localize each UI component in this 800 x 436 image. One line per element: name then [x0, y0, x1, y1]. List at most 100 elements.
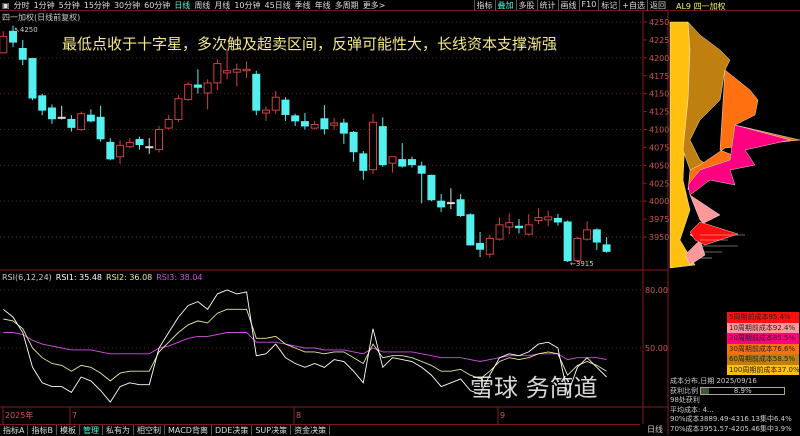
candle-body[interactable]: [534, 217, 543, 222]
candle-body[interactable]: [602, 244, 611, 252]
candle-body[interactable]: [184, 83, 193, 100]
candle-body[interactable]: [378, 126, 387, 166]
candle-body[interactable]: [135, 139, 144, 146]
candle-body[interactable]: [203, 82, 212, 94]
candle-body[interactable]: [291, 115, 300, 122]
candle-body[interactable]: [9, 30, 18, 43]
candle-body[interactable]: [524, 224, 533, 235]
candle-body[interactable]: [18, 48, 27, 60]
candle-body[interactable]: [252, 73, 261, 111]
candle-body[interactable]: [281, 99, 290, 115]
rsi-name[interactable]: RSI(6,12,24): [2, 273, 52, 282]
candle-body[interactable]: [476, 242, 485, 250]
candle-body[interactable]: [339, 122, 348, 134]
candle-body[interactable]: [164, 118, 173, 129]
indicator-tab[interactable]: 相空制: [134, 425, 165, 435]
period-tab[interactable]: 月线: [214, 0, 231, 10]
period-tab[interactable]: 30分钟: [113, 0, 141, 10]
candle-body[interactable]: [193, 84, 202, 88]
period-tab[interactable]: 1分钟: [33, 0, 55, 10]
candle-body[interactable]: [583, 229, 592, 240]
toolbar-button[interactable]: 标记: [598, 0, 619, 11]
candle-body[interactable]: [125, 141, 134, 148]
candle-body[interactable]: [223, 70, 232, 74]
toolbar-button[interactable]: 叠加: [494, 0, 516, 11]
candle-body[interactable]: [388, 156, 397, 164]
period-tab[interactable]: 季线: [294, 0, 311, 10]
candle-body[interactable]: [330, 122, 339, 126]
period-tab[interactable]: 年线: [314, 0, 331, 10]
indicator-tab[interactable]: 模板: [57, 425, 80, 435]
period-tab[interactable]: 更多>: [362, 0, 386, 10]
toolbar-button[interactable]: +自选: [619, 0, 647, 11]
candle-body[interactable]: [213, 63, 222, 84]
candle-body[interactable]: [145, 146, 154, 149]
candle-body[interactable]: [242, 68, 251, 72]
toolbar-button[interactable]: F10: [578, 0, 599, 11]
candle-body[interactable]: [232, 68, 241, 73]
candle-body[interactable]: [553, 217, 562, 223]
indicator-tab[interactable]: 私有为: [103, 425, 134, 435]
candle-body[interactable]: [0, 35, 8, 54]
candle-body[interactable]: [437, 200, 446, 208]
indicator-tab[interactable]: MACD背离: [165, 425, 212, 435]
candle-body[interactable]: [398, 159, 407, 167]
candle-body[interactable]: [417, 165, 426, 174]
candle-body[interactable]: [47, 107, 56, 120]
indicator-tab[interactable]: SUP决策: [252, 425, 292, 435]
candle-body[interactable]: [573, 237, 582, 262]
candle-body[interactable]: [495, 224, 504, 240]
indicator-tab[interactable]: 资金决策: [291, 425, 331, 435]
period-tab[interactable]: 日线: [174, 0, 191, 10]
period-tab[interactable]: 多周期: [334, 0, 359, 10]
candle-body[interactable]: [67, 118, 76, 128]
candle-body[interactable]: [563, 221, 572, 262]
candle-body[interactable]: [77, 113, 86, 131]
indicator-tab[interactable]: 指标A: [0, 425, 29, 435]
candle-body[interactable]: [544, 216, 553, 221]
candle-body[interactable]: [407, 159, 416, 166]
toolbar-button[interactable]: 统计: [536, 0, 558, 11]
candle-body[interactable]: [271, 96, 280, 111]
candle-body[interactable]: [106, 141, 115, 160]
period-tab[interactable]: 周线: [194, 0, 211, 10]
period-tab[interactable]: 45日线: [264, 0, 291, 10]
candle-body[interactable]: [310, 123, 319, 129]
period-tab[interactable]: 分时: [13, 0, 30, 10]
indicator-tab[interactable]: DDE决策: [212, 425, 253, 435]
candle-body[interactable]: [154, 129, 163, 151]
toolbar-button[interactable]: 指标: [473, 0, 495, 11]
toolbar-button[interactable]: 画线: [557, 0, 579, 11]
candle-body[interactable]: [300, 121, 309, 127]
candle-body[interactable]: [57, 116, 66, 119]
candle-body[interactable]: [485, 237, 494, 255]
chart-title[interactable]: 四一加权(日线前复权): [2, 13, 81, 22]
window-menu-icon[interactable]: ▣: [2, 0, 10, 10]
toolbar-button[interactable]: 多股: [515, 0, 537, 11]
candle-body[interactable]: [427, 174, 436, 201]
candle-body[interactable]: [38, 95, 47, 111]
period-tab[interactable]: 10分钟: [234, 0, 261, 10]
candle-body[interactable]: [359, 153, 368, 171]
toolbar-button[interactable]: 返回: [647, 0, 668, 11]
candle-body[interactable]: [369, 121, 378, 171]
candle-body[interactable]: [349, 131, 358, 153]
period-tab[interactable]: 15分钟: [83, 0, 110, 10]
period-tab[interactable]: 60分钟: [144, 0, 171, 10]
candle-body[interactable]: [505, 222, 514, 228]
indicator-tab[interactable]: 指标B: [28, 425, 57, 435]
candle-body[interactable]: [86, 114, 95, 122]
candle-body[interactable]: [320, 118, 329, 130]
candle-body[interactable]: [446, 202, 455, 205]
candle-body[interactable]: [96, 116, 105, 140]
candle-body[interactable]: [174, 98, 183, 120]
period-tab[interactable]: 5分钟: [58, 0, 80, 10]
candle-body[interactable]: [262, 109, 271, 114]
candle-body[interactable]: [456, 199, 465, 217]
candle-body[interactable]: [116, 144, 125, 158]
candle-body[interactable]: [28, 58, 37, 99]
candle-body[interactable]: [514, 225, 523, 229]
candle-body[interactable]: [466, 214, 475, 246]
indicator-tab[interactable]: 管理: [80, 425, 103, 435]
